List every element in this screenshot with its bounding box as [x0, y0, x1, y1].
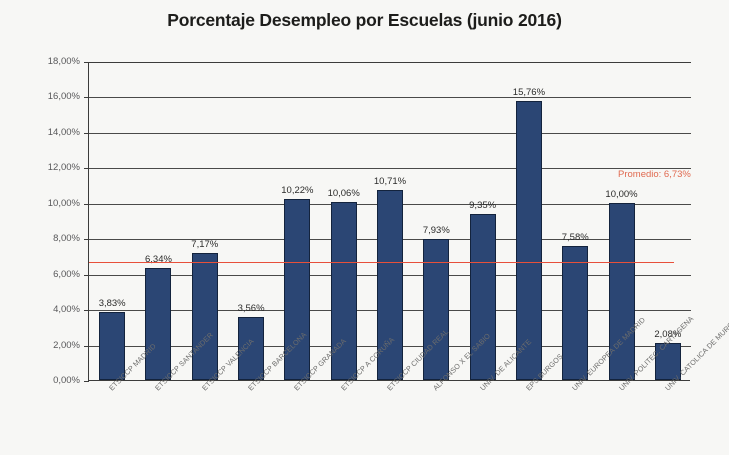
- y-axis-tick-label: 0,00%: [53, 375, 80, 386]
- y-axis-tick: [84, 239, 89, 241]
- gridline: [89, 132, 691, 134]
- bar-value-label: 2,08%: [654, 329, 682, 341]
- y-axis-tick: [84, 203, 89, 205]
- y-axis-tick: [84, 132, 89, 134]
- y-axis-tick-label: 6,00%: [53, 268, 80, 280]
- bar[interactable]: [608, 202, 635, 380]
- bar-value-label: 10,22%: [281, 184, 314, 196]
- bar-value-label: 3,83%: [98, 298, 126, 310]
- plot-area: 3,83% 6,34% 7,17% 3,56% 10,22% 10,06% 10,71% 7,…: [84, 62, 691, 382]
- gridline: [89, 62, 691, 63]
- bar[interactable]: [654, 343, 681, 380]
- bar-value-label: 6,34%: [144, 253, 172, 265]
- bar[interactable]: [284, 198, 311, 380]
- y-axis-tick: [84, 274, 89, 276]
- y-axis-tick-label: 8,00%: [53, 233, 80, 245]
- bar-value-label: 3,56%: [237, 302, 265, 314]
- chart-title: Porcentaje Desempleo por Escuelas (junio…: [167, 10, 562, 30]
- bar[interactable]: [469, 214, 496, 380]
- average-line-label: Promedio: 6,73%: [618, 168, 691, 180]
- y-axis-tick-label: 2,00%: [53, 339, 80, 351]
- bar-value-label: 10,71%: [373, 176, 407, 188]
- bar-value-label: 9,35%: [469, 200, 497, 212]
- gridline: [89, 168, 691, 170]
- y-axis-tick: [84, 345, 89, 347]
- bar[interactable]: [562, 245, 589, 380]
- bar-value-label: 7,17%: [191, 238, 219, 250]
- bar[interactable]: [515, 100, 542, 380]
- bar-value-label: 10,06%: [327, 187, 360, 199]
- y-axis-tick-label: 12,00%: [47, 162, 80, 174]
- bar-value-label: 7,93%: [422, 225, 450, 237]
- y-axis-tick: [84, 381, 89, 382]
- bar[interactable]: [191, 252, 218, 380]
- bar-value-label: 7,58%: [561, 231, 589, 243]
- bar[interactable]: [330, 201, 357, 380]
- bar-value-label: 15,76%: [512, 86, 546, 98]
- y-axis-tick-label: 4,00%: [53, 304, 80, 316]
- bar[interactable]: [238, 316, 265, 380]
- y-axis-tick-label: 18,00%: [47, 56, 80, 67]
- bar[interactable]: [99, 312, 126, 380]
- y-axis-tick: [84, 168, 89, 170]
- average-line: [89, 261, 674, 263]
- y-axis-tick: [84, 97, 89, 99]
- y-axis-tick: [84, 62, 89, 63]
- y-axis-tick-label: 10,00%: [47, 197, 80, 209]
- bar[interactable]: [423, 239, 450, 380]
- y-axis-tick: [84, 310, 89, 312]
- bar-value-label: 10,00%: [605, 188, 638, 200]
- bar[interactable]: [377, 190, 403, 380]
- y-axis-tick-label: 16,00%: [47, 91, 80, 103]
- bar[interactable]: [145, 267, 172, 380]
- y-axis-tick-label: 14,00%: [47, 126, 80, 138]
- gridline: [89, 97, 691, 99]
